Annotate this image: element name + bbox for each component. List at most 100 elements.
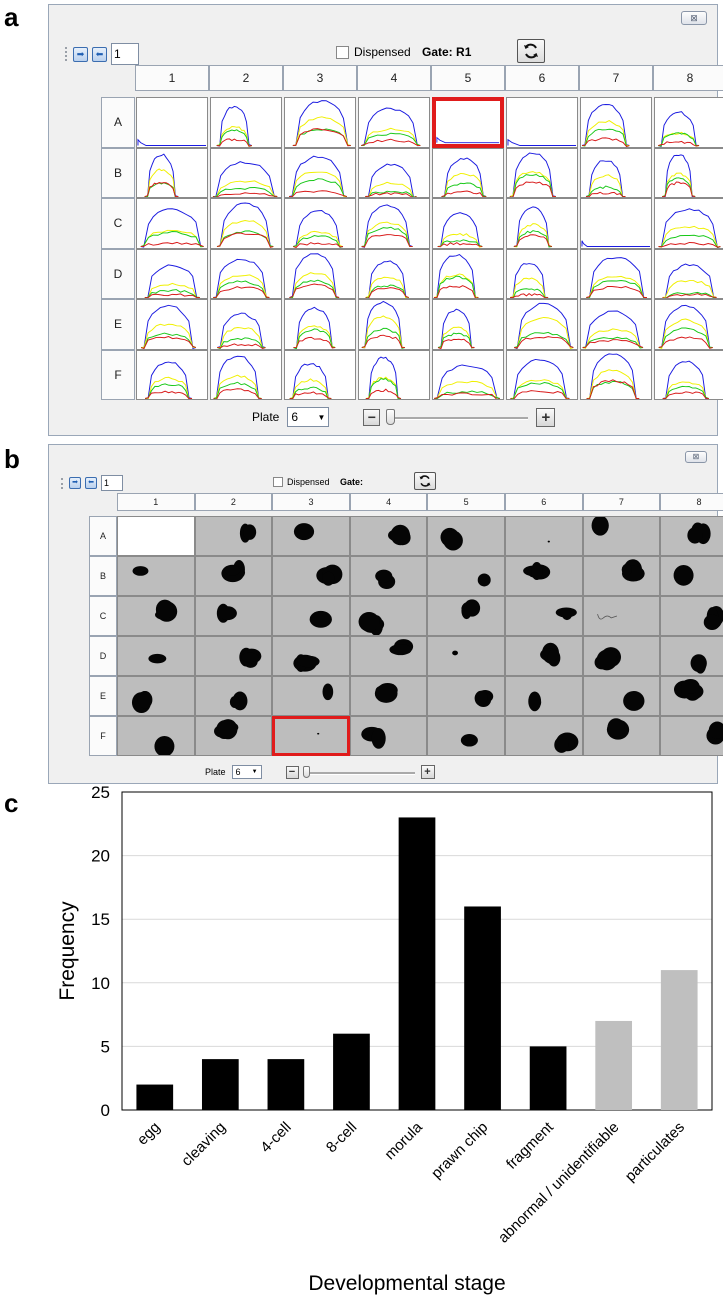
well-trace-cell[interactable]	[580, 299, 652, 350]
well-image-cell[interactable]	[427, 676, 505, 716]
dispensed-checkbox[interactable]	[336, 45, 349, 59]
well-trace-cell[interactable]	[580, 97, 652, 148]
plate-select[interactable]: 6 ▼	[231, 765, 262, 779]
zoom-slider-thumb[interactable]	[386, 408, 396, 425]
well-trace-cell[interactable]	[432, 147, 504, 198]
zoom-in-button[interactable]: +	[420, 765, 435, 779]
well-image-cell[interactable]	[660, 596, 723, 636]
well-trace-cell[interactable]	[136, 299, 208, 350]
well-image-cell[interactable]	[505, 716, 583, 756]
next-page-icon[interactable]: ➡	[69, 477, 81, 489]
well-image-cell[interactable]	[272, 676, 350, 716]
row-header[interactable]: E	[89, 676, 117, 716]
column-header[interactable]: 7	[582, 493, 661, 511]
well-trace-cell[interactable]	[654, 97, 723, 148]
well-trace-cell[interactable]	[136, 198, 208, 249]
well-trace-cell[interactable]	[506, 97, 578, 148]
row-header[interactable]: E	[101, 299, 135, 350]
well-image-cell[interactable]	[272, 596, 350, 636]
well-trace-cell[interactable]	[580, 198, 652, 249]
column-header[interactable]: 5	[431, 65, 505, 91]
well-image-cell[interactable]	[349, 716, 428, 756]
well-trace-cell[interactable]	[654, 147, 723, 198]
row-header[interactable]: C	[101, 198, 135, 249]
well-image-cell[interactable]	[427, 556, 505, 596]
well-trace-cell[interactable]	[506, 299, 578, 350]
well-image-cell[interactable]	[349, 596, 428, 636]
refresh-button[interactable]	[517, 39, 545, 63]
well-image-cell[interactable]	[194, 716, 273, 756]
well-image-cell[interactable]	[272, 716, 350, 756]
well-image-cell[interactable]	[117, 636, 195, 676]
row-header[interactable]: D	[89, 636, 117, 676]
column-header[interactable]: 5	[427, 493, 505, 511]
well-trace-cell[interactable]	[136, 349, 208, 400]
well-image-cell[interactable]	[194, 596, 273, 636]
column-header[interactable]: 4	[349, 493, 428, 511]
plate-select[interactable]: 6 ▼	[287, 407, 330, 427]
well-trace-cell[interactable]	[358, 248, 430, 299]
well-trace-cell[interactable]	[506, 248, 578, 299]
row-header[interactable]: F	[101, 349, 135, 400]
page-number-input[interactable]: 1	[111, 43, 139, 65]
row-header[interactable]: B	[89, 556, 117, 596]
well-image-cell[interactable]	[117, 516, 195, 556]
column-header[interactable]: 2	[209, 65, 283, 91]
well-image-cell[interactable]	[582, 676, 661, 716]
well-image-cell[interactable]	[660, 516, 723, 556]
zoom-slider[interactable]	[302, 765, 415, 779]
well-trace-cell[interactable]	[358, 97, 430, 148]
row-header[interactable]: C	[89, 596, 117, 636]
well-trace-cell[interactable]	[506, 147, 578, 198]
well-image-cell[interactable]	[505, 676, 583, 716]
well-image-cell[interactable]	[349, 676, 428, 716]
row-header[interactable]: F	[89, 716, 117, 756]
well-image-cell[interactable]	[117, 556, 195, 596]
page-number-input[interactable]: 1	[101, 475, 123, 491]
well-image-cell[interactable]	[505, 556, 583, 596]
row-header[interactable]: A	[89, 516, 117, 556]
well-image-cell[interactable]	[505, 596, 583, 636]
well-image-cell[interactable]	[582, 556, 661, 596]
well-trace-cell[interactable]	[284, 299, 356, 350]
well-image-cell[interactable]	[349, 516, 428, 556]
column-header[interactable]: 1	[135, 65, 209, 91]
well-trace-cell[interactable]	[580, 349, 652, 400]
well-trace-cell[interactable]	[210, 299, 282, 350]
well-trace-cell[interactable]	[654, 198, 723, 249]
zoom-out-button[interactable]: −	[285, 765, 299, 779]
well-image-cell[interactable]	[427, 516, 505, 556]
well-trace-cell[interactable]	[284, 147, 356, 198]
well-image-cell[interactable]	[117, 676, 195, 716]
row-header[interactable]: A	[101, 97, 135, 148]
well-trace-cell[interactable]	[136, 147, 208, 198]
well-trace-cell[interactable]	[432, 198, 504, 249]
next-page-icon[interactable]: ➡	[73, 46, 88, 62]
zoom-slider-thumb[interactable]	[302, 765, 310, 778]
well-image-cell[interactable]	[272, 636, 350, 676]
toolbar-grip[interactable]	[61, 477, 65, 489]
well-image-cell[interactable]	[194, 556, 273, 596]
well-trace-cell[interactable]	[284, 97, 356, 148]
row-header[interactable]: B	[101, 147, 135, 198]
well-trace-cell[interactable]	[284, 248, 356, 299]
well-trace-cell[interactable]	[506, 349, 578, 400]
refresh-button[interactable]	[414, 472, 436, 490]
well-image-cell[interactable]	[194, 676, 273, 716]
well-image-cell[interactable]	[272, 516, 350, 556]
toolbar-grip[interactable]	[65, 47, 69, 61]
well-trace-cell[interactable]	[210, 349, 282, 400]
column-header[interactable]: 1	[117, 493, 195, 511]
column-header[interactable]: 8	[653, 65, 723, 91]
well-image-cell[interactable]	[582, 516, 661, 556]
well-trace-cell[interactable]	[432, 248, 504, 299]
column-header[interactable]: 3	[283, 65, 357, 91]
well-image-cell[interactable]	[194, 636, 273, 676]
well-image-cell[interactable]	[660, 636, 723, 676]
close-button[interactable]: ⊠	[685, 451, 707, 463]
well-trace-cell[interactable]	[210, 198, 282, 249]
well-trace-cell[interactable]	[654, 299, 723, 350]
row-header[interactable]: D	[101, 248, 135, 299]
well-trace-cell[interactable]	[358, 198, 430, 249]
well-trace-cell[interactable]	[358, 147, 430, 198]
